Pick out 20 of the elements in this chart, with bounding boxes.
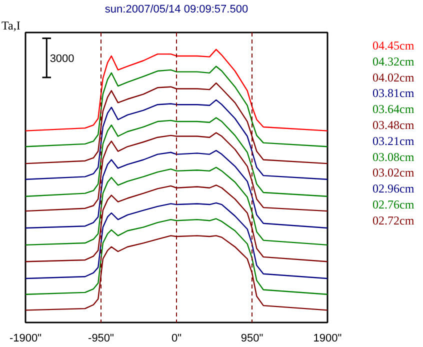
x-tick-label: 0": [171, 332, 182, 344]
text: 02.72cm: [372, 213, 415, 228]
text: 04.02cm: [372, 70, 415, 84]
annotation: 3000: [50, 52, 74, 65]
text: 03.64cm: [372, 102, 415, 116]
text: 03.21cm: [372, 134, 415, 148]
x-tick-label: 950": [240, 332, 264, 344]
x-tick-label: -950": [88, 332, 114, 344]
text: 03.81cm: [372, 86, 415, 100]
text: 03.02cm: [372, 166, 415, 180]
y-axis-title: Ta,I: [2, 18, 20, 32]
text: 02.76cm: [372, 198, 415, 212]
text: 02.96cm: [372, 182, 415, 196]
x-tick-label: 1900": [313, 332, 342, 344]
x-tick-label: -1900": [9, 332, 42, 344]
text: 03.48cm: [372, 118, 415, 132]
text: 04.32cm: [372, 54, 415, 68]
chart-title: sun:2007/05/14 09:09:57.500: [104, 4, 248, 16]
text: 04.45cm: [372, 38, 415, 52]
text: 03.08cm: [372, 150, 415, 164]
